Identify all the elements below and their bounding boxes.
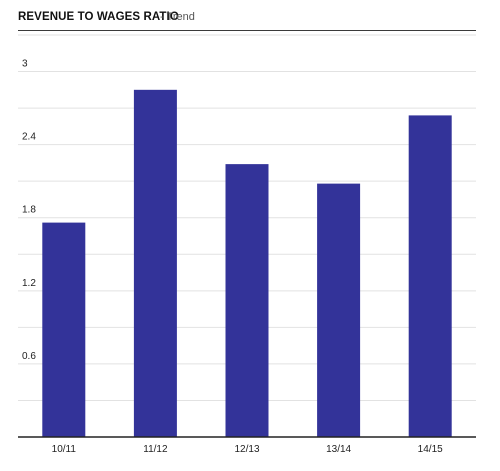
- bar: [408, 115, 452, 438]
- y-tick-label: 3: [22, 59, 28, 70]
- bar: [42, 222, 86, 437]
- chart-header: REVENUE TO WAGES RATIO - Trend: [18, 8, 476, 31]
- x-tick-label: 12/13: [234, 444, 259, 455]
- y-tick-label: 0.6: [22, 351, 36, 362]
- x-tick-label: 13/14: [326, 444, 351, 455]
- bar: [317, 183, 361, 437]
- chart-title: REVENUE TO WAGES RATIO: [18, 11, 179, 23]
- x-tick-label: 14/15: [418, 444, 443, 455]
- x-tick-label: 11/12: [143, 444, 168, 455]
- y-tick-label: 2.4: [22, 132, 36, 143]
- x-tick-label: 10/11: [52, 444, 77, 455]
- chart-subtitle: - Trend: [160, 11, 195, 23]
- bar: [133, 89, 177, 438]
- y-tick-label: 1.8: [22, 205, 36, 216]
- bar: [225, 164, 269, 438]
- y-tick-label: 1.2: [22, 278, 36, 289]
